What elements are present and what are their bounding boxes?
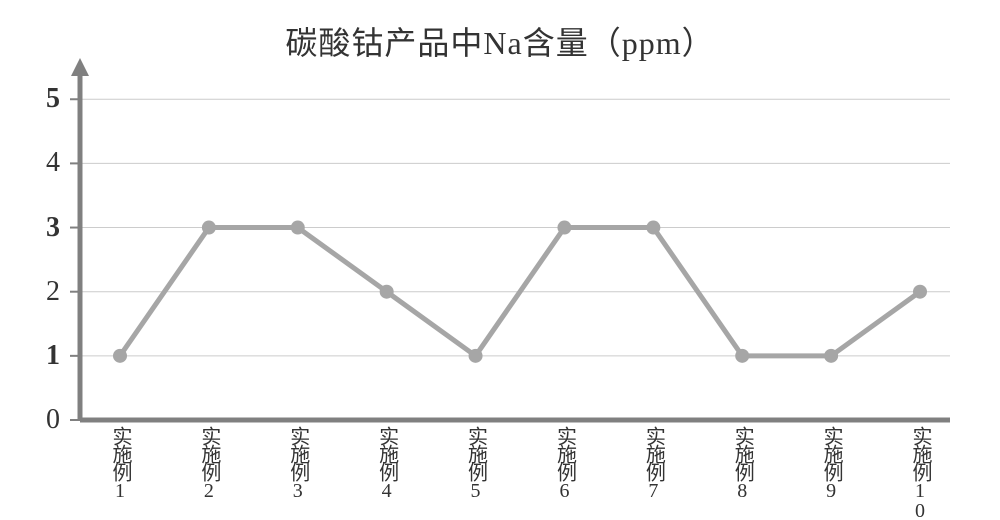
- x-tick-label: 实施例8: [732, 426, 752, 500]
- data-point: [824, 349, 838, 363]
- x-tick-label: 实施例4: [377, 426, 397, 500]
- y-tick-label: 2: [46, 276, 60, 308]
- chart-container: 碳酸钴产品中Na含量（ppm） 012345 实施例1实施例2实施例3实施例4实…: [0, 0, 1000, 505]
- y-tick-label: 3: [46, 212, 60, 244]
- x-tick-label: 实施例5: [466, 426, 486, 500]
- data-point: [113, 349, 127, 363]
- x-tick-label: 实施例10: [910, 426, 930, 520]
- x-tick-label: 实施例9: [821, 426, 841, 500]
- x-axis-labels: 实施例1实施例2实施例3实施例4实施例5实施例6实施例7实施例8实施例9实施例1…: [80, 426, 950, 496]
- data-point: [469, 349, 483, 363]
- y-tick-label: 5: [46, 83, 60, 115]
- chart-title: 碳酸钴产品中Na含量（ppm）: [0, 18, 1000, 64]
- plot-svg: [80, 80, 950, 420]
- y-tick-label: 1: [46, 340, 60, 372]
- x-tick-label: 实施例2: [199, 426, 219, 500]
- x-tick-label: 实施例6: [554, 426, 574, 500]
- data-point: [291, 221, 305, 235]
- x-tick-label: 实施例1: [110, 426, 130, 500]
- data-point: [913, 285, 927, 299]
- y-tick-label: 4: [46, 147, 60, 179]
- data-point: [646, 221, 660, 235]
- data-point: [735, 349, 749, 363]
- data-point: [557, 221, 571, 235]
- x-tick-label: 实施例7: [643, 426, 663, 500]
- y-tick-label: 0: [46, 404, 60, 436]
- data-point: [380, 285, 394, 299]
- plot-area: 012345: [80, 80, 950, 420]
- x-tick-label: 实施例3: [288, 426, 308, 500]
- data-point: [202, 221, 216, 235]
